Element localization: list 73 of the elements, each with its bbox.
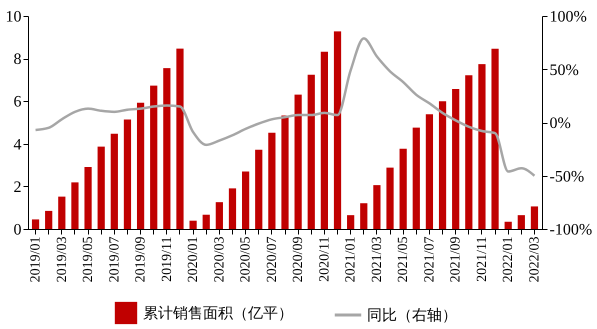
bar [504,222,512,229]
bar [294,94,302,229]
bar [334,31,342,229]
bar [491,48,499,229]
bar [216,202,223,229]
x-tick-label: 2019/07 [107,236,122,282]
x-tick-label: 2020/01 [186,236,202,282]
bar [32,219,40,229]
x-tick-label: 2021/01 [344,236,359,282]
line-series [34,37,536,177]
y-tick-label: 6 [14,94,22,111]
bar [163,68,170,229]
bar [373,185,381,229]
bar [255,150,262,229]
x-tick-label: 2021/05 [396,236,412,282]
bar [71,182,79,229]
bar [268,132,276,229]
bar [426,114,434,229]
bar [347,215,354,229]
x-tick-label: 2019/09 [134,236,149,282]
bar [465,75,472,229]
bar [452,89,460,229]
x-tick-label: 2020/03 [212,236,228,282]
x-tick-label: 2019/05 [81,236,96,282]
bar [518,215,525,229]
x-tick-label: 2020/09 [291,236,306,282]
bar [150,86,158,229]
bar [98,146,105,229]
y-tick-label: 4 [14,136,22,154]
bar [84,167,92,229]
x-tick-label: 2022/03 [527,236,542,282]
x-tick-label: 2020/05 [238,236,254,282]
bar [136,102,144,229]
x-tick-label: 2019/03 [54,236,70,282]
x-tick-label: 2021/11 [474,236,490,282]
y-tick-label: 0 [14,222,22,238]
x-tick-label: 2021/09 [448,236,464,282]
bar [412,128,420,229]
y-tick-label: 8 [14,51,22,68]
bar [438,101,446,229]
bar [308,74,315,229]
bar [281,115,289,229]
legend-label: 同比（右轴） [367,307,457,324]
bar [320,52,328,229]
x-tick-label: 2021/07 [422,236,438,282]
y2-tick-label: 100% [550,8,587,26]
y2-tick-label: -100% [550,222,592,238]
y-tick-label: 2 [14,178,22,196]
y2-tick-label: -50% [550,168,584,186]
bar [228,188,236,229]
bar [189,220,197,229]
bar [58,196,66,229]
bar [242,171,250,229]
x-tick-label: 2019/11 [160,236,175,282]
bar [124,120,132,229]
bar [360,203,368,229]
bar [478,64,486,229]
y2-tick-label: 0% [550,115,571,132]
x-tick-label: 2020/11 [317,236,332,282]
y-tick-label: 10 [6,8,22,26]
bar [400,148,407,229]
legend-label: 累计销售面积（亿平） [143,305,293,322]
bar [110,134,118,229]
x-tick-label: 2021/03 [370,236,385,282]
bar [202,214,210,229]
bar [45,210,52,229]
y2-tick-label: 50% [550,62,579,79]
bar [530,206,538,229]
bar [386,168,394,229]
x-tick-label: 2022/01 [501,236,516,282]
bar [176,48,184,229]
x-tick-label: 2019/01 [28,236,44,282]
x-tick-label: 2020/07 [264,236,280,282]
